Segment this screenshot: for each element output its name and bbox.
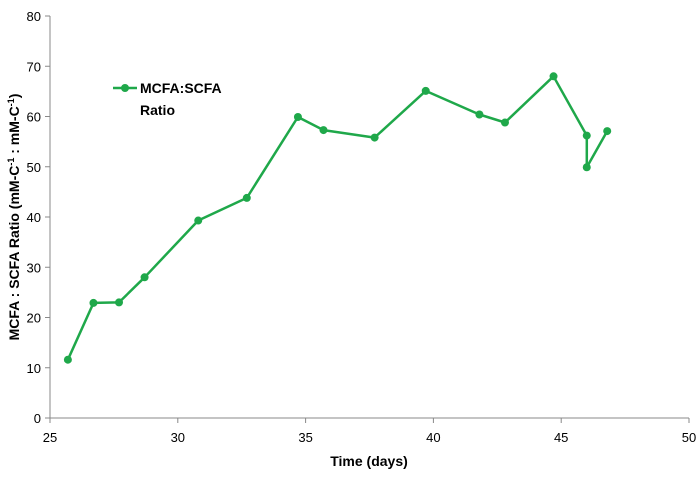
legend-label-line2: Ratio xyxy=(140,102,175,118)
plot-area xyxy=(63,72,612,364)
data-point xyxy=(242,193,251,202)
data-point xyxy=(115,298,124,307)
data-point xyxy=(582,163,591,172)
y-tick-label: 20 xyxy=(27,311,41,326)
series-line xyxy=(66,75,609,361)
y-axis-title-part1: MCFA : SCFA Ratio (mM-C xyxy=(6,166,22,341)
data-point xyxy=(603,127,612,136)
y-tick-label: 80 xyxy=(27,9,41,24)
x-tick-label: 40 xyxy=(426,430,440,445)
x-ticks: 25 30 35 40 45 50 xyxy=(43,418,696,445)
x-tick-label: 45 xyxy=(554,430,568,445)
x-tick-label: 35 xyxy=(298,430,312,445)
y-tick-label: 60 xyxy=(27,110,41,125)
x-tick-label: 50 xyxy=(682,430,696,445)
legend-marker-icon xyxy=(121,84,129,92)
y-tick-label: 30 xyxy=(27,260,41,275)
y-tick-label: 10 xyxy=(27,361,41,376)
y-ticks: 0 10 20 30 40 50 60 70 80 xyxy=(27,9,50,426)
data-point xyxy=(582,131,591,140)
legend-label-line1: MCFA:SCFA xyxy=(140,80,222,96)
x-tick-label: 25 xyxy=(43,430,57,445)
y-axis-title-part2: : mM-C xyxy=(6,106,22,157)
y-axis-title: MCFA : SCFA Ratio (mM-C-1 : mM-C-1) xyxy=(6,94,22,341)
data-point xyxy=(421,86,430,95)
y-tick-label: 50 xyxy=(27,160,41,175)
data-point xyxy=(370,133,379,142)
data-point xyxy=(319,126,328,135)
data-point xyxy=(140,273,149,282)
x-tick-label: 30 xyxy=(171,430,185,445)
y-tick-label: 70 xyxy=(27,59,41,74)
y-tick-label: 40 xyxy=(27,210,41,225)
data-point xyxy=(194,216,203,225)
data-point xyxy=(89,298,98,307)
data-point xyxy=(475,110,484,119)
y-axis-title-sup2: -1 xyxy=(6,98,16,106)
x-axis-title: Time (days) xyxy=(330,453,408,469)
data-point xyxy=(549,72,558,81)
data-point xyxy=(500,118,509,127)
y-tick-label: 0 xyxy=(34,411,41,426)
y-axis-title-sup1: -1 xyxy=(6,158,16,166)
legend: MCFA:SCFA Ratio xyxy=(113,80,222,118)
data-point xyxy=(293,113,302,122)
axes: 25 30 35 40 45 50 0 10 20 30 40 50 60 70 80 xyxy=(27,9,697,445)
y-axis-title-part3: ) xyxy=(6,94,22,99)
data-point xyxy=(63,355,72,364)
